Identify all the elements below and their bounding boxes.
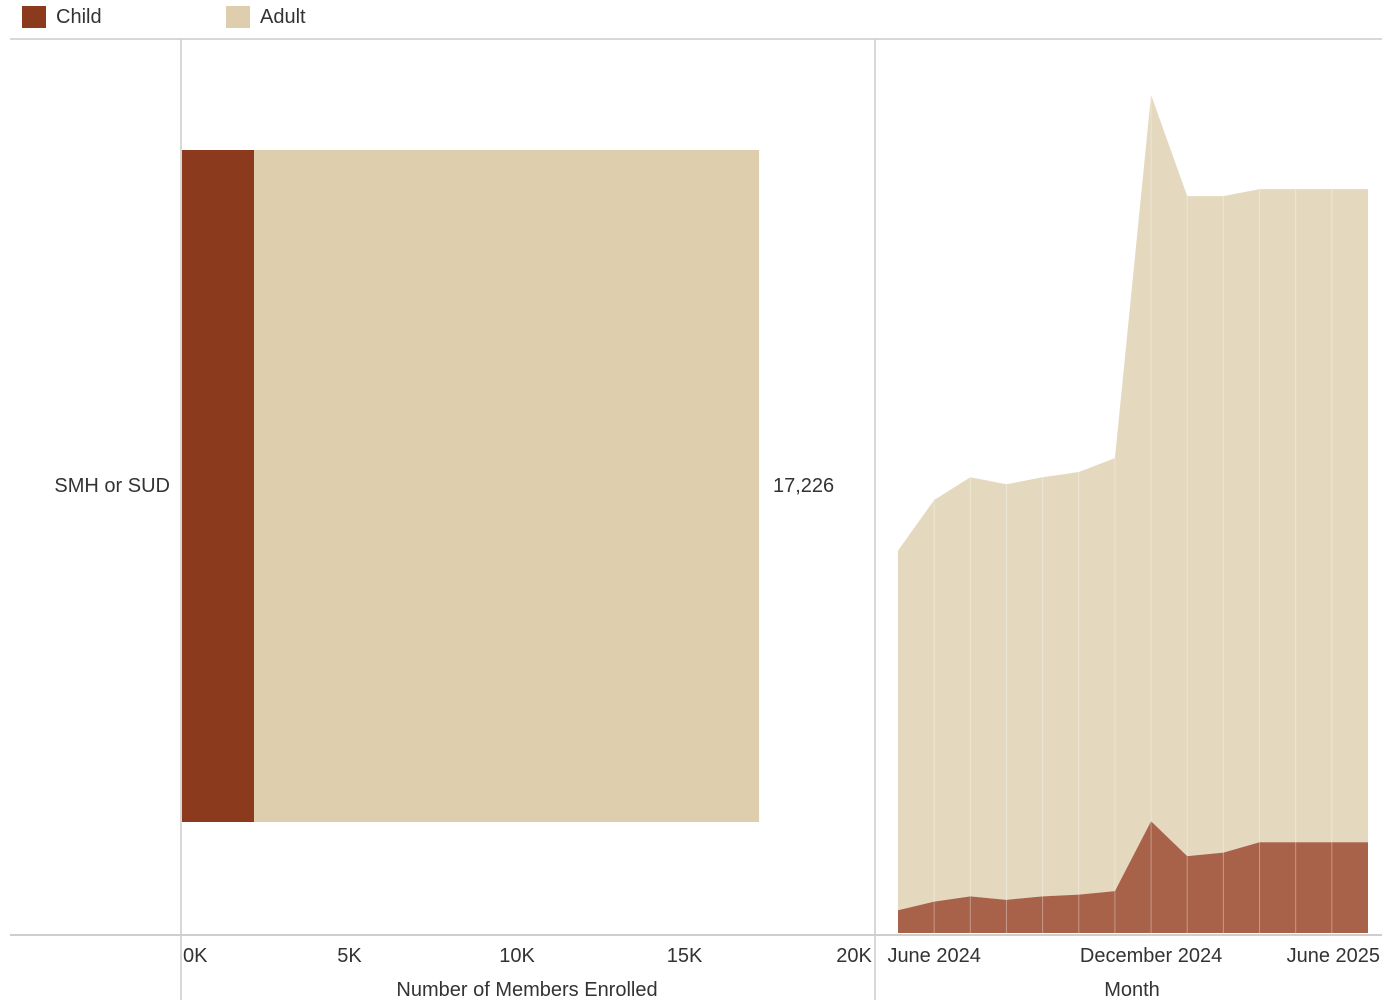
legend-swatch-adult bbox=[226, 6, 250, 28]
area-x-tick-label: June 2024 bbox=[887, 945, 980, 967]
bar-x-tick-label: 20K bbox=[836, 945, 872, 967]
area-x-tick-label: June 2025 bbox=[1287, 945, 1380, 967]
legend-label-adult: Adult bbox=[260, 5, 306, 28]
bar-x-tick-label: 15K bbox=[667, 945, 703, 967]
bar-segment-child[interactable] bbox=[182, 150, 255, 822]
bar-x-tick-label: 10K bbox=[499, 945, 535, 967]
bar-x-tick-label: 5K bbox=[337, 945, 362, 967]
bar-x-axis-title: Number of Members Enrolled bbox=[396, 979, 657, 1000]
area-panel: June 2024 December 2024 June 2025 Month bbox=[887, 94, 1380, 1000]
legend-item-child[interactable]: Child bbox=[22, 6, 102, 28]
legend-swatch-child bbox=[22, 6, 46, 28]
legend-label-child: Child bbox=[56, 5, 102, 28]
bar-segment-adult[interactable] bbox=[254, 150, 760, 822]
area-series-child[interactable] bbox=[898, 821, 1368, 933]
legend-item-adult[interactable]: Adult bbox=[226, 6, 306, 28]
bar-x-tick-label: 0K bbox=[183, 945, 208, 967]
area-series-adult[interactable] bbox=[898, 94, 1368, 911]
category-label: SMH or SUD bbox=[54, 475, 170, 497]
bar-total-label: 17,226 bbox=[773, 475, 834, 497]
bar-panel: SMH or SUD 17,226 0K 5K 10K 15K 20K Number o… bbox=[54, 150, 872, 1000]
area-x-axis-title: Month bbox=[1104, 979, 1160, 1000]
area-x-tick-label: December 2024 bbox=[1080, 945, 1222, 967]
